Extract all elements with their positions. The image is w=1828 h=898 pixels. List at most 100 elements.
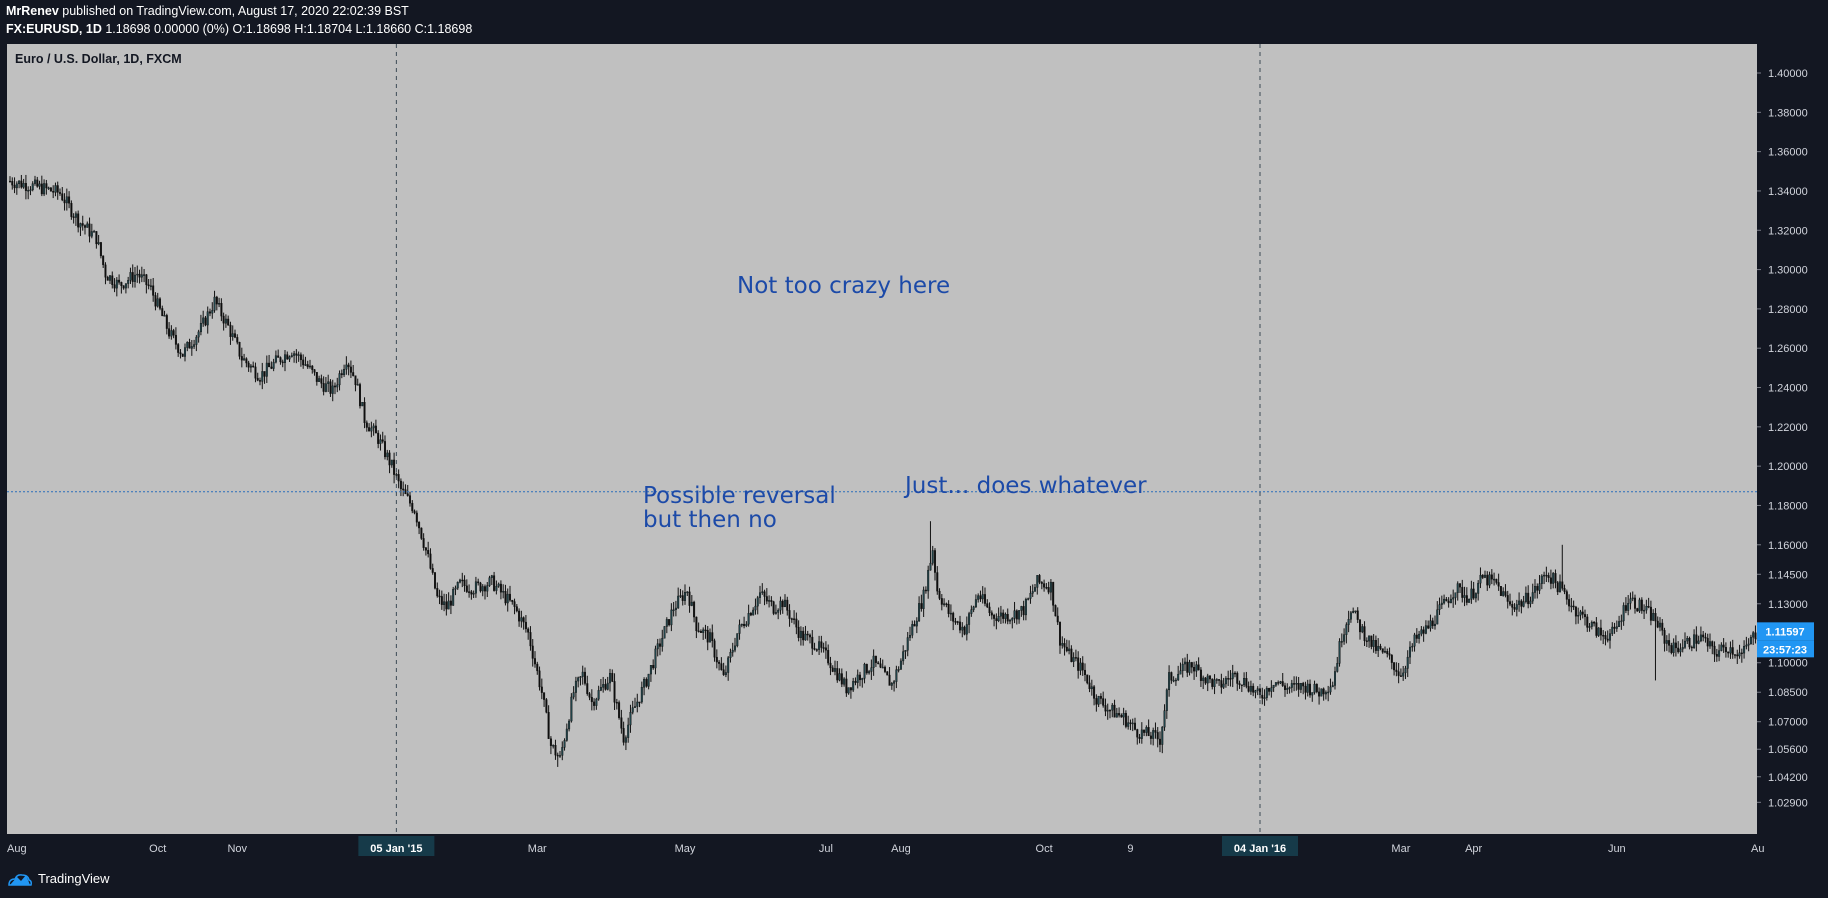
- candle-body: [1234, 672, 1236, 675]
- candle-body: [249, 365, 252, 368]
- candle-body: [1161, 726, 1164, 745]
- candle-body: [959, 621, 961, 631]
- candle-body: [1543, 574, 1546, 577]
- candle-body: [679, 595, 682, 597]
- candle-body: [88, 223, 91, 237]
- candle-body: [1502, 591, 1505, 596]
- candle-body: [1656, 620, 1659, 628]
- candle-body: [1559, 581, 1561, 593]
- candle-body: [886, 671, 889, 676]
- candle-body: [127, 280, 130, 284]
- candle-body: [972, 606, 975, 610]
- candle-body: [315, 371, 318, 382]
- candle-body: [1320, 688, 1323, 697]
- candle-body: [572, 692, 575, 698]
- candle-body: [1024, 599, 1027, 616]
- candle-body: [870, 667, 873, 672]
- candle-body: [1329, 686, 1332, 693]
- brand-label: TradingView: [38, 871, 110, 886]
- candle-body: [472, 593, 475, 595]
- candle-body: [9, 180, 11, 183]
- candle-body: [1327, 691, 1330, 694]
- candle-body: [97, 242, 100, 245]
- candle-body: [36, 179, 39, 187]
- candle-body: [540, 686, 543, 693]
- candle-body: [434, 572, 436, 589]
- candle-body: [765, 596, 768, 602]
- y-tick-label: 1.02900: [1768, 797, 1808, 809]
- candle-body: [1288, 687, 1291, 689]
- candle-body: [70, 203, 73, 217]
- candle-body: [1336, 663, 1339, 672]
- y-tick-label: 1.20000: [1768, 461, 1808, 473]
- candle-body: [495, 585, 498, 591]
- candle-body: [129, 272, 132, 281]
- candle-body: [649, 665, 652, 675]
- candle-body: [1213, 679, 1216, 687]
- candle-body: [643, 679, 646, 688]
- candle-body: [1724, 647, 1727, 653]
- candle-body: [1456, 583, 1459, 593]
- candle-body: [1745, 644, 1748, 647]
- candle-body: [252, 365, 255, 368]
- candle-body: [1181, 663, 1184, 672]
- candle-body: [631, 707, 634, 713]
- candle-body: [1449, 598, 1452, 604]
- candle-body: [1670, 645, 1673, 653]
- candle-body: [1602, 635, 1605, 637]
- candle-body: [595, 698, 598, 706]
- candle-body: [254, 366, 257, 379]
- candle-series: [9, 174, 1759, 767]
- tradingview-brand[interactable]: TradingView: [8, 871, 110, 886]
- candle-body: [1152, 730, 1155, 739]
- candle-body: [1436, 609, 1439, 625]
- x-tick-label: Jul: [819, 843, 833, 855]
- candle-body: [1406, 656, 1409, 669]
- candle-body: [297, 354, 300, 356]
- candle-body: [61, 193, 64, 201]
- candle-body: [1665, 640, 1668, 644]
- candle-body: [754, 605, 757, 611]
- candle-body: [1188, 662, 1191, 673]
- candle-body: [238, 342, 241, 357]
- candle-body: [586, 683, 589, 694]
- price-axis-background[interactable]: [1757, 44, 1828, 860]
- candle-body: [1011, 618, 1014, 621]
- candle-body: [629, 712, 632, 726]
- candle-body: [634, 706, 636, 708]
- candle-body: [793, 618, 796, 620]
- candle-body: [1036, 575, 1039, 588]
- candle-body: [31, 183, 34, 191]
- candle-body: [199, 323, 202, 333]
- candle-body: [1363, 626, 1366, 641]
- candle-body: [429, 553, 432, 569]
- x-tick-label: 05 Jan '15: [370, 843, 422, 855]
- candle-body: [379, 439, 382, 444]
- candle-body: [229, 324, 232, 337]
- candle-body: [481, 586, 484, 592]
- candle-body: [436, 588, 439, 597]
- candle-body: [1272, 685, 1275, 688]
- candle-body: [181, 353, 184, 357]
- candle-body: [897, 669, 900, 671]
- candle-body: [1379, 645, 1382, 649]
- candle-body: [995, 618, 998, 622]
- candle-body: [968, 613, 971, 625]
- candle-body: [1218, 679, 1221, 681]
- candle-body: [268, 362, 271, 368]
- candle-body: [306, 364, 309, 368]
- time-axis-background[interactable]: [0, 834, 1757, 860]
- candle-body: [824, 647, 827, 651]
- author-name[interactable]: MrRenev: [6, 4, 59, 18]
- candle-body: [1754, 632, 1757, 639]
- candle-body: [1620, 620, 1623, 623]
- candle-body: [1045, 586, 1048, 589]
- candle-body: [368, 427, 371, 432]
- candle-body: [1424, 625, 1427, 634]
- x-tick-label: Mar: [1391, 843, 1410, 855]
- candle-body: [1059, 621, 1061, 646]
- candle-body: [156, 298, 159, 307]
- candle-body: [452, 589, 455, 606]
- candle-body: [1688, 638, 1691, 648]
